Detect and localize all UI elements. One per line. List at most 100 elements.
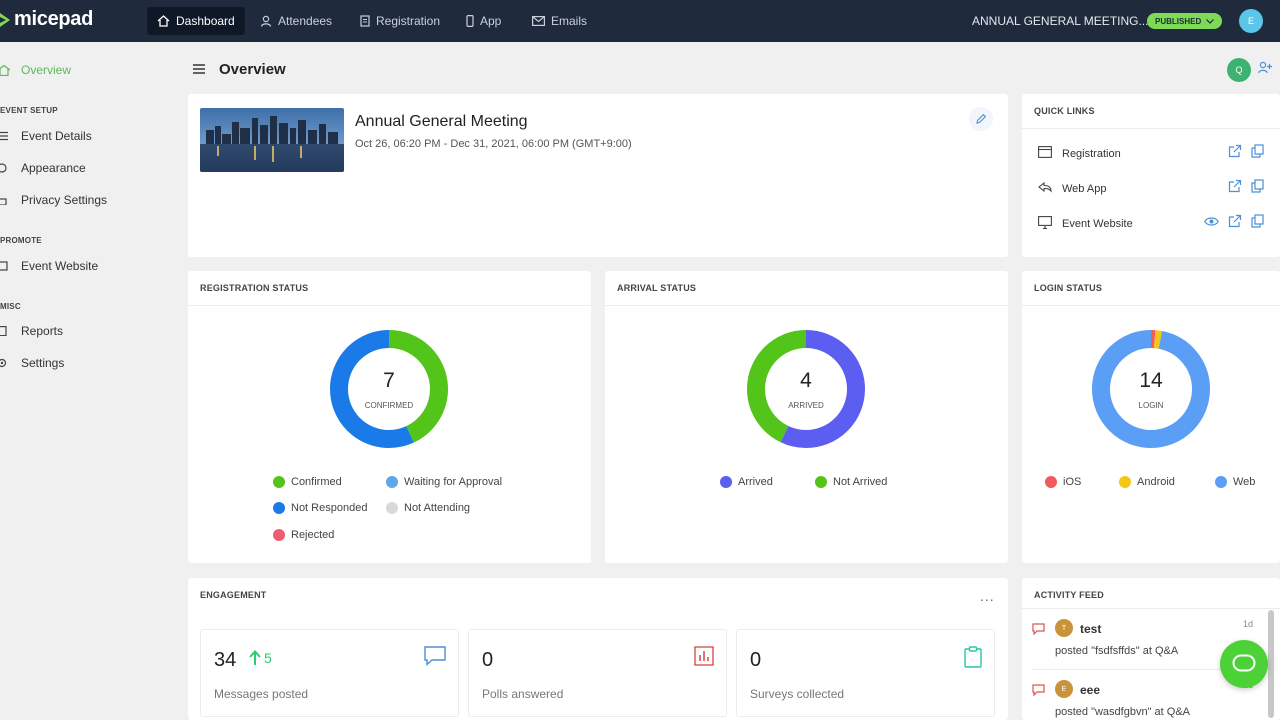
stat-surveys[interactable]: 0 Surveys collected [736, 629, 995, 717]
nav-emails[interactable]: Emails [522, 7, 597, 35]
sidebar-item-label: Event Website [21, 259, 99, 273]
divider [1032, 669, 1270, 670]
legend-item[interactable]: Web [1215, 476, 1255, 488]
clipboard-icon [964, 646, 982, 668]
nav-registration-label: Registration [376, 14, 441, 28]
sidebar-item-reports[interactable]: Reports [0, 324, 63, 338]
stat-polls[interactable]: 0 Polls answered [468, 629, 727, 717]
scrollbar[interactable] [1268, 610, 1274, 718]
copy-icon[interactable] [1251, 179, 1264, 193]
legend-dot [386, 476, 398, 488]
edit-event-button[interactable] [969, 107, 993, 131]
bar-chart-icon [694, 646, 714, 666]
stat-label: Polls answered [482, 687, 564, 701]
card-title: LOGIN STATUS [1034, 283, 1103, 293]
external-link-icon[interactable] [1228, 214, 1242, 228]
quick-link-registration[interactable]: Registration [1038, 146, 1121, 161]
mobile-icon [466, 15, 474, 27]
stat-value: 34 [214, 649, 237, 671]
page-title: Overview [219, 61, 286, 78]
brand-name: micepad [14, 8, 94, 30]
copy-icon[interactable] [1251, 144, 1264, 158]
quick-link-event-website[interactable]: Event Website [1038, 216, 1133, 232]
feed-text: posted "fsdfsffds" at Q&A [1055, 645, 1179, 657]
micepad-logo[interactable]: micepad [0, 8, 93, 31]
chevron-down-icon [1206, 18, 1215, 24]
nav-registration[interactable]: Registration [350, 7, 450, 35]
nav-attendees-label: Attendees [278, 14, 333, 28]
sidebar-item-label: Settings [21, 356, 65, 370]
legend-item[interactable]: Not Attending [386, 502, 470, 514]
donut-segment-web [1092, 330, 1210, 448]
legend-dot [1045, 476, 1057, 488]
stat-delta: 5 [249, 650, 272, 666]
legend-item[interactable]: Android [1119, 476, 1175, 488]
legend-label: Confirmed [291, 476, 342, 488]
stat-messages[interactable]: 34 5 Messages posted [200, 629, 459, 717]
list-icon [0, 131, 8, 141]
event-switcher[interactable]: ANNUAL GENERAL MEETING... [972, 14, 1149, 28]
legend-item[interactable]: iOS [1045, 476, 1081, 488]
report-icon [0, 326, 7, 336]
sidebar-item-label: Privacy Settings [21, 193, 108, 207]
legend-item[interactable]: Rejected [273, 529, 334, 541]
stat-label: Surveys collected [750, 687, 845, 701]
feed-user: eee [1080, 683, 1101, 697]
legend-label: Not Responded [291, 502, 368, 514]
nav-app[interactable]: App [456, 7, 511, 35]
sidebar-section-title: MISC [0, 302, 21, 311]
legend-item[interactable]: Waiting for Approval [386, 476, 502, 488]
legend-label: Not Arrived [833, 476, 888, 488]
sidebar-item-overview[interactable]: Overview [0, 63, 71, 77]
nav-dashboard[interactable]: Dashboard [147, 7, 245, 35]
sidebar-item-settings[interactable]: Settings [0, 356, 64, 370]
sidebar-item-appearance[interactable]: Appearance [0, 161, 86, 175]
donut-segment-not-responded [330, 330, 448, 448]
nav-attendees[interactable]: Attendees [250, 7, 342, 35]
activity-feed-card: ACTIVITY FEED T test 1d posted "fsdfsffd… [1022, 578, 1280, 720]
pencil-icon [976, 113, 987, 124]
sidebar-item-privacy-settings[interactable]: Privacy Settings [0, 193, 107, 207]
nav-emails-label: Emails [551, 14, 588, 28]
sidebar-item-label: Overview [21, 63, 72, 77]
more-options-button[interactable]: ... [980, 588, 995, 604]
donut-label: ARRIVED [788, 401, 824, 410]
donut-label: LOGIN [1138, 401, 1164, 410]
card-title: ENGAGEMENT [200, 590, 267, 600]
legend-item[interactable]: Confirmed [273, 476, 342, 488]
legend-item[interactable]: Arrived [720, 476, 773, 488]
divider [605, 305, 1008, 306]
quick-link-label: Web App [1062, 182, 1107, 195]
home-icon [157, 15, 170, 27]
sidebar-item-event-website[interactable]: Event Website [0, 259, 98, 273]
legend-item[interactable]: Not Responded [273, 502, 367, 514]
external-link-icon[interactable] [1228, 179, 1242, 193]
event-title: Annual General Meeting [355, 113, 528, 130]
hamburger-menu-icon[interactable] [193, 64, 205, 74]
document-icon [360, 15, 370, 27]
nav-app-label: App [480, 14, 502, 28]
chat-launcher-button[interactable] [1220, 640, 1268, 688]
eye-icon[interactable] [1204, 216, 1219, 227]
status-badge[interactable]: PUBLISHED [1147, 13, 1223, 29]
divider [1022, 608, 1280, 609]
sidebar-section-title: EVENT SETUP [0, 106, 58, 115]
status-label: PUBLISHED [1155, 16, 1202, 26]
sidebar-item-event-details[interactable]: Event Details [0, 129, 92, 143]
quick-link-label: Event Website [1062, 218, 1133, 230]
arrival-donut-chart: 4 ARRIVED [746, 329, 866, 449]
copy-icon[interactable] [1251, 214, 1264, 228]
stat-delta-value: 5 [264, 650, 272, 666]
donut-count: 4 [800, 369, 812, 392]
monitor-icon [1038, 216, 1052, 229]
legend-dot [1119, 476, 1131, 488]
user-avatar[interactable]: E [1239, 9, 1263, 33]
avatar: E [1055, 680, 1073, 698]
list-item[interactable]: T test 1d posted "fsdfsffds" at Q&A [1032, 616, 1264, 678]
sidebar-item-label: Appearance [21, 161, 86, 175]
avatar[interactable]: Q [1227, 58, 1251, 82]
external-link-icon[interactable] [1228, 144, 1242, 158]
add-user-icon[interactable] [1258, 61, 1272, 74]
quick-link-web-app[interactable]: Web App [1038, 181, 1106, 196]
legend-item[interactable]: Not Arrived [815, 476, 887, 488]
